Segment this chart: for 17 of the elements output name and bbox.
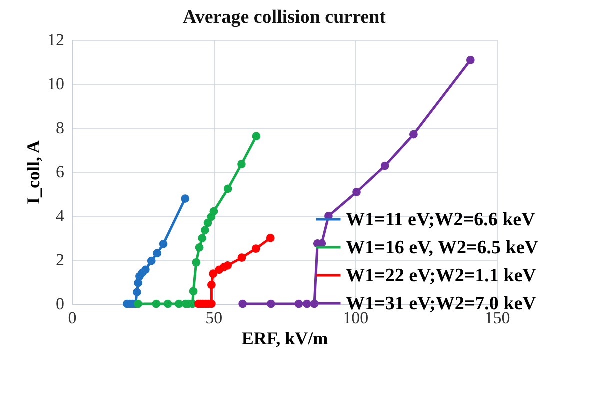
x-axis-title: ERF, kV/m [242,328,328,348]
y-tick-label: 0 [56,294,64,314]
y-tick-label: 10 [48,74,64,94]
x-tick-label: 50 [206,308,223,328]
legend-label: W1=11 eV;W2=6.6 keV [346,210,536,230]
y-tick-label: 6 [56,162,64,182]
y-tick-label: 12 [48,30,64,50]
y-tick-label: 8 [56,118,64,138]
y-axis-title: I_coll, A [24,140,44,205]
legend-label: W1=22 eV;W2=1.1 keV [346,266,537,286]
x-tick-label: 100 [343,308,369,328]
y-tick-label: 2 [56,250,64,270]
chart-title: Average collision current [183,7,387,28]
y-tick-label: 4 [56,206,65,226]
x-tick-label: 0 [68,308,77,328]
x-tick-label: 150 [484,308,510,328]
legend-label: W1=16 eV, W2=6.5 keV [346,238,539,258]
